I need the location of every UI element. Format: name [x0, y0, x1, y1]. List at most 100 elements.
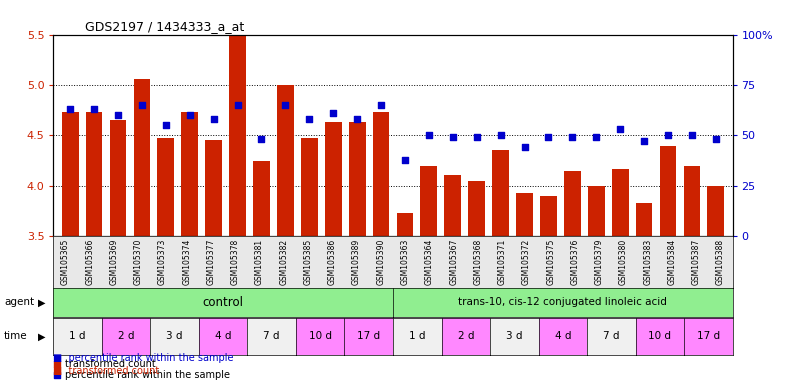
Text: GSM105363: GSM105363	[401, 239, 410, 285]
Point	[494, 132, 507, 139]
Text: GSM105384: GSM105384	[667, 239, 677, 285]
Bar	[349, 122, 365, 236]
Bar	[659, 146, 677, 236]
Bar	[492, 151, 509, 236]
Point	[662, 132, 674, 139]
Text: trans-10, cis-12 conjugated linoleic acid: trans-10, cis-12 conjugated linoleic aci…	[458, 297, 667, 308]
Bar	[612, 169, 629, 236]
Text: 10 d: 10 d	[309, 331, 332, 341]
Point	[710, 136, 722, 142]
Point	[518, 144, 531, 151]
Bar	[230, 35, 246, 236]
Bar	[373, 112, 389, 236]
Text: GSM105369: GSM105369	[109, 239, 119, 285]
Bar	[253, 161, 270, 236]
Text: GSM105389: GSM105389	[352, 239, 361, 285]
Text: GSM105375: GSM105375	[546, 239, 555, 285]
Point	[327, 110, 340, 116]
Text: GSM105386: GSM105386	[328, 239, 337, 285]
Text: GSM105383: GSM105383	[643, 239, 652, 285]
Bar	[277, 85, 294, 236]
Text: transformed count: transformed count	[65, 359, 156, 369]
Point	[112, 112, 124, 118]
Text: GSM105366: GSM105366	[86, 239, 94, 285]
Text: control: control	[203, 296, 244, 309]
Text: GSM105368: GSM105368	[473, 239, 483, 285]
Point	[446, 134, 459, 141]
Point	[64, 106, 76, 112]
Text: time: time	[4, 331, 28, 341]
Text: percentile rank within the sample: percentile rank within the sample	[65, 370, 230, 380]
Text: GSM105385: GSM105385	[303, 239, 313, 285]
Text: 17 d: 17 d	[357, 331, 380, 341]
Text: 1 d: 1 d	[409, 331, 425, 341]
Text: 17 d: 17 d	[696, 331, 720, 341]
Point	[637, 138, 650, 144]
Point	[183, 112, 196, 118]
Text: GSM105388: GSM105388	[716, 239, 725, 285]
Text: 3 d: 3 d	[506, 331, 523, 341]
Point	[375, 102, 387, 108]
Bar	[636, 203, 652, 236]
Text: GSM105382: GSM105382	[279, 239, 288, 285]
Bar	[444, 175, 461, 236]
Bar	[397, 213, 413, 236]
Text: 7 d: 7 d	[263, 331, 280, 341]
Point	[279, 102, 292, 108]
Text: GSM105387: GSM105387	[692, 239, 700, 285]
Bar	[182, 112, 198, 236]
Point	[399, 157, 411, 163]
Point	[423, 132, 435, 139]
Bar	[516, 193, 533, 236]
Bar	[134, 79, 150, 236]
Bar	[301, 138, 318, 236]
Bar	[564, 170, 581, 236]
Text: GSM105379: GSM105379	[595, 239, 604, 285]
Point	[181, 303, 193, 309]
Text: agent: agent	[4, 297, 34, 308]
Point	[181, 203, 193, 209]
Bar	[468, 181, 485, 236]
Point	[566, 134, 578, 141]
Point	[208, 116, 220, 122]
Bar	[205, 141, 222, 236]
Point	[614, 126, 626, 132]
Text: GSM105374: GSM105374	[182, 239, 191, 285]
Text: GSM105376: GSM105376	[571, 239, 579, 285]
Text: 2 d: 2 d	[118, 331, 134, 341]
Text: GSM105371: GSM105371	[498, 239, 507, 285]
Point	[160, 122, 172, 128]
Text: 4 d: 4 d	[555, 331, 571, 341]
Text: ▶: ▶	[38, 331, 46, 341]
Bar	[707, 186, 724, 236]
Text: 10 d: 10 d	[648, 331, 671, 341]
Text: GSM105381: GSM105381	[255, 239, 264, 285]
Text: GSM105373: GSM105373	[158, 239, 167, 285]
Bar	[157, 138, 174, 236]
Text: GDS2197 / 1434333_a_at: GDS2197 / 1434333_a_at	[85, 20, 244, 33]
Bar	[109, 120, 127, 236]
Text: 3 d: 3 d	[167, 331, 183, 341]
Point	[542, 134, 555, 141]
Point	[255, 136, 268, 142]
Point	[351, 116, 363, 122]
Text: GSM105365: GSM105365	[61, 239, 70, 285]
Text: 4 d: 4 d	[215, 331, 231, 341]
Text: GSM105370: GSM105370	[134, 239, 143, 285]
Bar	[62, 112, 79, 236]
Text: GSM105390: GSM105390	[376, 239, 385, 285]
Point	[88, 106, 101, 112]
Text: 1 d: 1 d	[69, 331, 86, 341]
Point	[590, 134, 603, 141]
Point	[685, 132, 698, 139]
Point	[136, 102, 149, 108]
Text: GSM105367: GSM105367	[449, 239, 458, 285]
Text: GSM105377: GSM105377	[207, 239, 215, 285]
Text: GSM105378: GSM105378	[231, 239, 240, 285]
Text: GSM105364: GSM105364	[425, 239, 434, 285]
Point	[231, 102, 244, 108]
Bar	[86, 112, 102, 236]
Bar	[684, 166, 700, 236]
Text: 7 d: 7 d	[603, 331, 619, 341]
Text: ■  percentile rank within the sample: ■ percentile rank within the sample	[53, 353, 234, 363]
